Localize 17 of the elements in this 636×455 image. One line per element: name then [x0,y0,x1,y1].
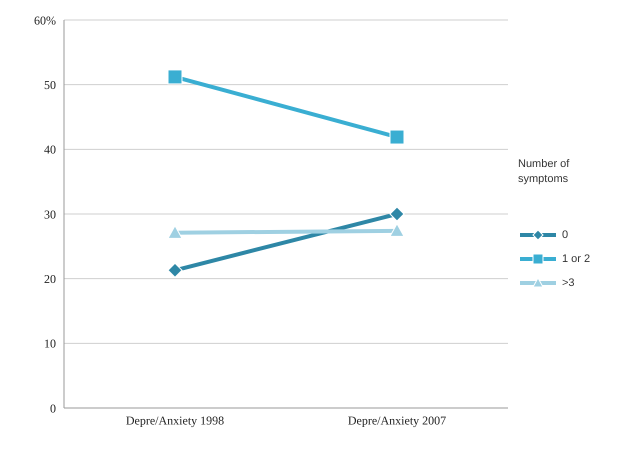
point [168,262,182,278]
y-tick-label: 10 [44,336,56,351]
y-tick-label: 60% [34,13,56,28]
point [390,206,404,222]
x-tick-label: Depre/Anxiety 2007 [348,414,446,428]
point [168,69,182,84]
y-tick-label: 30 [44,207,56,222]
x-tick-label: Depre/Anxiety 1998 [126,414,224,428]
legend-label: >3 [562,277,575,289]
y-tick-label: 20 [44,272,56,286]
y-tick-label: 0 [50,401,56,416]
y-tick-label: 40 [44,142,56,157]
legend-label: 1 or 2 [562,253,590,265]
legend-label: 0 [562,229,568,241]
y-tick-label: 50 [44,78,56,92]
point [390,130,404,145]
legend-title: Number of symptoms [518,157,570,187]
